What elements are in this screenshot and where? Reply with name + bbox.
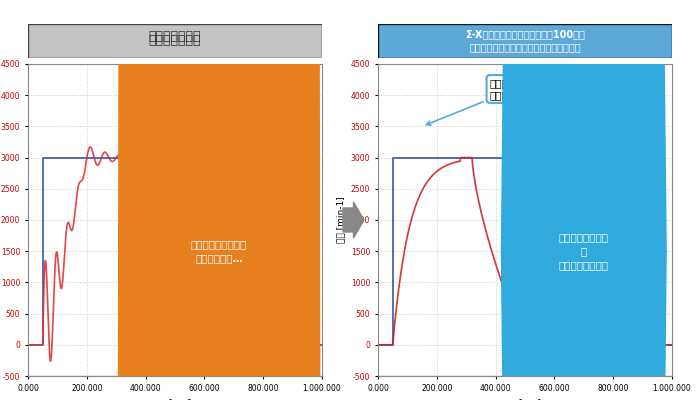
Circle shape [116, 0, 204, 400]
Circle shape [234, 0, 322, 400]
FancyBboxPatch shape [28, 24, 322, 58]
Text: Σ-Xの調整レス機能を使用して100倍の
大慣性負荷と組み合わせた場合の速度応答: Σ-Xの調整レス機能を使用して100倍の 大慣性負荷と組み合わせた場合の速度応答 [465, 29, 585, 53]
Text: サーボ調整が簡単
＆
調整時間を短縮！: サーボ調整が簡単 ＆ 調整時間を短縮！ [559, 232, 609, 270]
X-axis label: 時間[ms]: 時間[ms] [158, 398, 192, 400]
FancyBboxPatch shape [378, 24, 672, 58]
Text: サーボ調整が難しく
時間がかかる…: サーボ調整が難しく 時間がかかる… [191, 239, 247, 263]
Circle shape [146, 0, 293, 400]
Text: ・オーバーシュート
・発振: ・オーバーシュート ・発振 [120, 91, 231, 132]
Circle shape [153, 0, 241, 251]
Circle shape [197, 0, 286, 251]
Polygon shape [501, 0, 666, 400]
Circle shape [211, 0, 314, 400]
Text: 従来の速度応答: 従来の速度応答 [148, 30, 202, 42]
Circle shape [167, 0, 270, 400]
Text: 簡単な設定だけで
安定制御を実現！: 簡単な設定だけで 安定制御を実現！ [426, 78, 540, 125]
Text: 従来の速度応答: 従来の速度応答 [148, 34, 202, 48]
Y-axis label: 速度 [min-1]: 速度 [min-1] [336, 197, 345, 243]
Circle shape [124, 0, 227, 400]
X-axis label: 時間[ms]: 時間[ms] [508, 398, 542, 400]
